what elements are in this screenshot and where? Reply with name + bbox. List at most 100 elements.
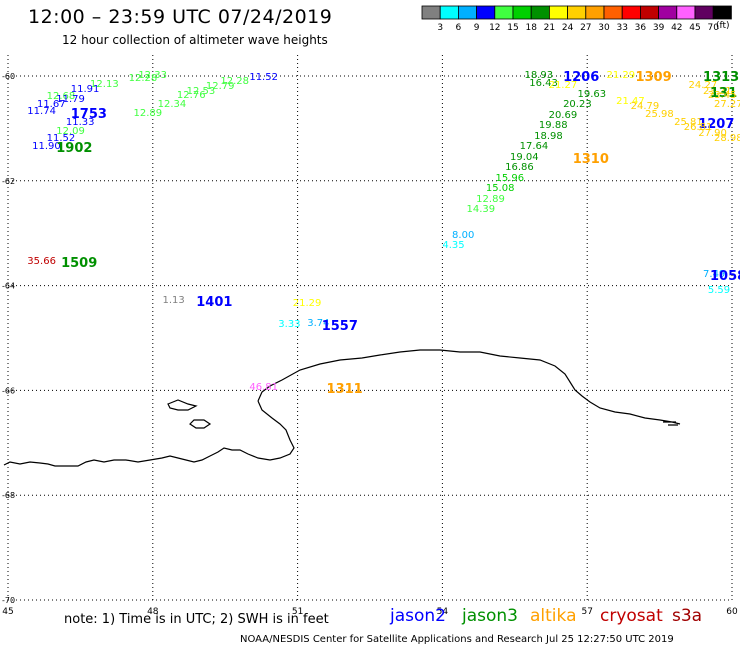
wave-height-label: 23.21 (703, 85, 732, 97)
pass-time-label: 1309 (635, 69, 672, 85)
legend-swatch (694, 5, 714, 20)
wave-height-label: 15.96 (495, 172, 525, 184)
wave-height-label: 12.33 (138, 69, 167, 81)
wave-height-label: 12.13 (90, 79, 119, 91)
lon-tick-label: 45 (2, 607, 13, 617)
legend-label: 18 (525, 23, 537, 33)
legend-swatch (439, 5, 459, 20)
wave-height-label: 19.63 (577, 88, 607, 100)
map-subtitle: 12 hour collection of altimeter wave hei… (62, 33, 328, 47)
wave-height-label: 19.04 (509, 151, 539, 163)
wave-height-label: 12.79 (205, 81, 235, 93)
legend-swatch (457, 5, 477, 20)
wave-height-label: 11.52 (249, 72, 278, 84)
antarctic-coastline (3, 349, 681, 467)
wave-height-label: 23.45 (707, 89, 737, 101)
wave-height-label: 11.67 (36, 98, 66, 110)
lat-lon-grid (7, 55, 733, 601)
wave-height-label: 11.74 (27, 105, 56, 117)
legend-label: 36 (635, 23, 647, 33)
wave-height-label: 8.00 (452, 229, 475, 241)
legend-swatch (549, 5, 569, 20)
legend-label: 21 (544, 23, 555, 33)
legend-label: 3 (437, 23, 443, 33)
wave-height-label: 4.35 (442, 240, 465, 252)
legend-swatch (421, 5, 441, 20)
wave-height-label: 12.28 (220, 76, 249, 88)
wave-height-label: 28.98 (714, 132, 740, 144)
wave-height-label: 17.64 (519, 141, 549, 153)
legend-label: 30 (598, 23, 610, 33)
wave-height-label: 11.33 (65, 117, 95, 129)
wave-height-label: 12.89 (133, 107, 163, 119)
wave-height-label: 25.98 (645, 109, 674, 121)
wave-height-label: 12.76 (176, 89, 206, 101)
wave-height-label: 12.68 (46, 90, 76, 102)
wave-height-label: 7.49 (703, 269, 726, 281)
legend-label: 24 (562, 23, 574, 33)
lat-tick-label: -68 (2, 491, 15, 500)
wave-height-label: 5.59 (707, 284, 731, 296)
wave-height-label: 18.93 (524, 69, 554, 81)
wave-height-label: 11.90 (32, 140, 61, 152)
legend-unit: (ft) (716, 21, 730, 31)
pass-time-label: 1206 (563, 69, 600, 85)
lat-tick-label: -62 (2, 177, 15, 186)
legend-swatch (585, 5, 605, 20)
pass-time-label: 1557 (321, 318, 358, 334)
wave-height-label: 21.47 (616, 96, 645, 108)
lon-tick-label: 51 (292, 607, 303, 617)
wave-height-label: 20.69 (548, 109, 578, 121)
lon-tick-label: 57 (581, 607, 592, 617)
wave-height-label: 3.33 (278, 318, 301, 330)
pass-time-label: 131 (710, 85, 738, 101)
legend-label: 27 (580, 23, 591, 33)
lat-tick-label: -60 (2, 72, 15, 81)
legend-label: 33 (616, 23, 627, 33)
legend-label: 6 (456, 23, 462, 33)
pass-time-label: 1311 (326, 381, 363, 397)
map-note: note: 1) Time is in UTC; 2) SWH is in fe… (64, 612, 329, 627)
lon-tick-label: 48 (147, 607, 159, 617)
legend-swatch (530, 5, 550, 20)
wave-height-label: 21.29 (292, 297, 322, 309)
legend-swatch (676, 5, 696, 20)
axis-tick-labels: 45 48 51 54 57 60 -60 -62 -64 -66 -68 -70 (2, 72, 738, 617)
legend-label: 39 (653, 23, 665, 33)
satellite-name-jason3: jason3 (462, 606, 518, 626)
wave-height-label: 27.27 (714, 99, 740, 111)
wave-height-label: 24.27 (688, 80, 718, 92)
legend-swatch (712, 5, 732, 20)
legend-label: 45 (689, 23, 700, 33)
legend-label: 70 (707, 23, 719, 33)
legend-swatch (603, 5, 623, 20)
legend-label: 9 (474, 23, 480, 33)
wave-height-label: 27.90 (698, 127, 727, 139)
pass-time-label: 1310 (572, 151, 609, 167)
legend-label: 15 (507, 23, 518, 33)
wave-height-label: 1.13 (162, 295, 185, 307)
wave-height-label: 14.39 (466, 204, 496, 216)
wave-height-label: 25.81 (674, 117, 703, 129)
pass-time-label: 1753 (70, 106, 107, 122)
pass-time-label: 1207 (698, 117, 735, 133)
lat-tick-label: -70 (2, 596, 15, 605)
legend-swatch (621, 5, 641, 20)
wave-height-label: 35.66 (27, 255, 56, 267)
wave-height-label: 11.52 (46, 132, 76, 144)
map-title: 12:00 – 23:59 UTC 07/24/2019 (28, 6, 333, 28)
satellite-name-cryosat: cryosat (600, 606, 663, 626)
wave-height-label: 20.23 (563, 99, 592, 111)
legend-swatch (658, 5, 678, 20)
wave-height-label: 12.89 (476, 193, 505, 205)
pass-time-label: 1313 (703, 69, 740, 85)
wave-height-label: 21.29 (606, 69, 636, 81)
wave-height-label: 15.08 (485, 183, 515, 195)
wave-height-label: 11.79 (56, 94, 85, 106)
lat-tick-label: -66 (2, 386, 15, 395)
wave-height-label: 24.79 (630, 101, 660, 113)
wave-height-label: 19.88 (538, 120, 568, 132)
pass-time-label: 1058 (710, 269, 740, 285)
pass-time-label: 1902 (56, 140, 93, 156)
